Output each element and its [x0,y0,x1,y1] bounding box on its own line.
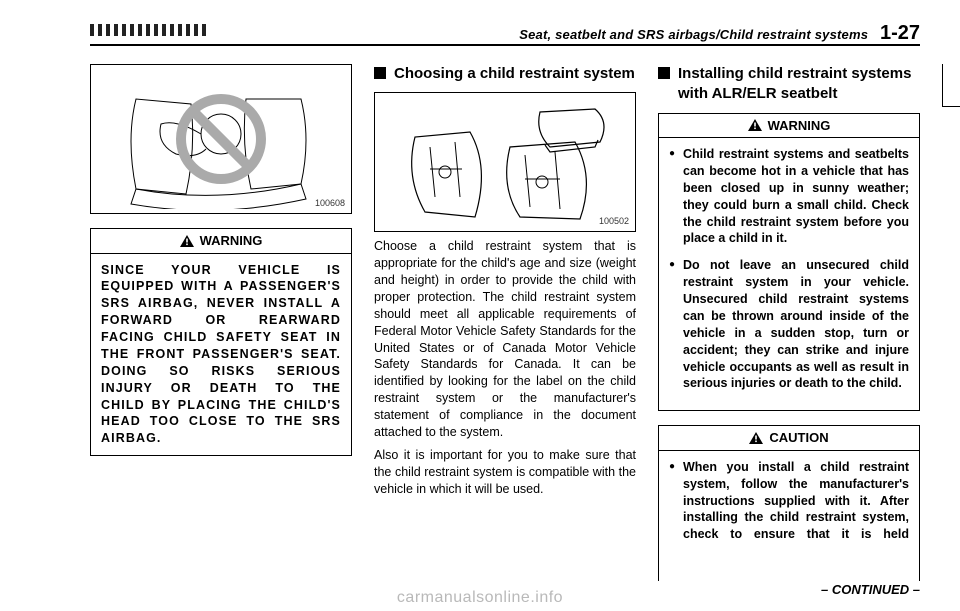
warning-triangle-icon [748,119,762,131]
figure-id: 100502 [599,215,629,227]
warning-box-1: WARNING SINCE YOUR VEHICLE IS EQUIPPED W… [90,228,352,456]
square-bullet-icon [658,67,670,79]
breadcrumb: Seat, seatbelt and SRS airbags/Child res… [519,22,920,45]
figure-child-seats: 100502 [374,92,636,232]
choose-paragraph-1: Choose a child restraint system that is … [374,238,636,441]
watermark: carmanualsonline.info [397,589,563,607]
page-number: 1-27 [880,22,920,44]
section-title: Installing child restraint systems with … [678,64,920,105]
warning-triangle-icon [180,235,194,247]
warning-header: WARNING [91,229,351,254]
warning-header: WARNING [659,114,919,139]
header-decor-bar [90,24,210,36]
continued-label: – CONTINUED – [821,582,920,597]
header-rule [90,44,920,46]
content-columns: 100608 WARNING SINCE YOUR VEHICLE IS EQU… [90,64,920,581]
warning-body: Child restraint systems and seatbelts ca… [659,138,919,410]
section-heading-install: Installing child restraint systems with … [658,64,920,105]
section-title: Choosing a child restraint system [394,64,635,84]
warning-item: Child restraint systems and seatbelts ca… [669,146,909,247]
warning-label: WARNING [200,232,263,250]
breadcrumb-text: Seat, seatbelt and SRS airbags/Child res… [519,27,868,42]
warning-body: SINCE YOUR VEHICLE IS EQUIPPED WITH A PA… [91,254,351,456]
warning-box-2: WARNING Child restraint systems and seat… [658,113,920,412]
caution-header: CAUTION [659,426,919,451]
section-heading-choose: Choosing a child restraint system [374,64,636,84]
square-bullet-icon [374,67,386,79]
page-header: Seat, seatbelt and SRS airbags/Child res… [90,24,920,46]
caution-label: CAUTION [769,429,828,447]
warning-triangle-icon [749,432,763,444]
choose-paragraph-2: Also it is important for you to make sur… [374,447,636,498]
figure-airbag-prohibit: 100608 [90,64,352,214]
figure-id: 100608 [315,197,345,209]
warning-item: Do not leave an unsecured child restrain… [669,257,909,392]
warning-label: WARNING [768,117,831,135]
